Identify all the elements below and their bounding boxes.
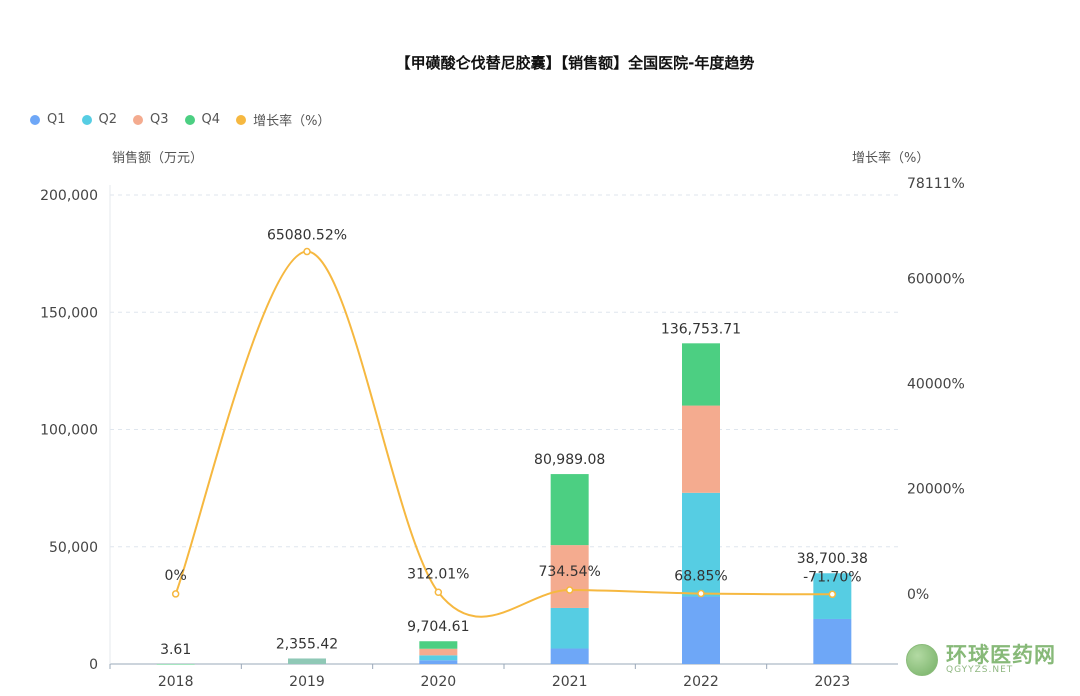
bar-q4-2019	[288, 658, 326, 664]
bar-q3-2021	[550, 545, 589, 608]
watermark-name: 环球医药网	[946, 643, 1056, 668]
right-axis-tick-label: 60000%	[907, 271, 965, 287]
bar-total-label: 3.61	[160, 642, 191, 658]
legend-item-growth-rate[interactable]: 增长率（%）	[236, 110, 330, 129]
legend-item-q1[interactable]: Q1	[30, 110, 66, 129]
watermark-url: QGYYZS.NET	[946, 665, 1014, 676]
left-axis-tick-label: 100,000	[40, 423, 98, 439]
bar-q1-2021	[550, 648, 589, 664]
bar-q1-2023	[813, 618, 852, 664]
watermark: 环球医药网 QGYYZS.NET	[906, 644, 1056, 676]
chart-title: 【甲磺酸仑伐替尼胶囊】【销售额】全国医院-年度趋势	[395, 54, 755, 72]
right-axis-tick-label: 0%	[907, 587, 929, 603]
watermark-text: 环球医药网 QGYYZS.NET	[946, 644, 1056, 675]
left-axis-title: 销售额（万元）	[112, 151, 204, 166]
left-axis-tick-label: 200,000	[40, 188, 98, 204]
bar-q4-2022	[682, 343, 720, 406]
bar-q2-2022	[682, 492, 720, 597]
bar-q3-2022	[682, 405, 720, 493]
growth-rate-point	[828, 590, 837, 599]
legend-item-q4[interactable]: Q4	[184, 110, 221, 129]
legend-label-q1: Q1	[47, 112, 66, 127]
bar-q4-2018	[156, 663, 195, 665]
growth-rate-label: 0%	[165, 568, 187, 584]
globe-logo-icon	[906, 644, 938, 676]
legend-item-q2[interactable]: Q2	[81, 110, 118, 129]
growth-rate-point	[434, 588, 443, 597]
growth-rate-label: 734.54%	[539, 564, 601, 580]
bar-q2-2020	[419, 655, 458, 661]
legend-label-q2: Q2	[98, 112, 118, 127]
growth-rate-label: 68.85%	[674, 569, 727, 585]
legend-label-q3: Q3	[150, 112, 169, 127]
legend-label-q4: Q4	[201, 112, 221, 127]
legend-label-growth-rate: 增长率（%）	[253, 114, 331, 129]
bar-total-label: 38,700.38	[797, 551, 868, 567]
growth-rate-label: 312.01%	[407, 566, 469, 582]
bar-q2-2021	[550, 607, 589, 649]
x-axis-tick-label: 2022	[683, 674, 719, 690]
growth-rate-label: 65080.52%	[267, 228, 347, 244]
growth-rate-point	[171, 590, 180, 598]
left-axis-tick-label: 0	[89, 657, 98, 673]
growth-rate-point	[565, 586, 574, 594]
bar-q4-2021	[550, 474, 589, 546]
bar-q4-2020	[419, 641, 458, 649]
growth-rate-point	[303, 247, 311, 256]
bar-q1-2022	[682, 596, 720, 664]
left-axis-tick-label: 50,000	[49, 540, 98, 556]
x-axis-tick-label: 2018	[158, 674, 194, 690]
growth-rate-line	[174, 250, 833, 618]
legend-dot-growth-rate	[236, 114, 247, 125]
bar-q3-2020	[419, 648, 458, 656]
bar-total-label: 136,753.71	[661, 321, 741, 337]
left-axis-tick-label: 150,000	[40, 305, 98, 321]
bar-total-label: 9,704.61	[407, 619, 469, 635]
right-axis-tick-label: 78111%	[907, 176, 965, 192]
growth-rate-label: -71.70%	[803, 569, 861, 585]
right-axis-tick-label: 20000%	[907, 482, 965, 498]
legend-dot-q4	[184, 114, 195, 125]
bar-q1-2020	[419, 660, 458, 664]
legend-item-q3[interactable]: Q3	[133, 110, 169, 129]
right-axis-title: 增长率（%）	[852, 151, 930, 166]
x-axis-tick-label: 2021	[552, 674, 588, 690]
chart-legend: Q1 Q2 Q3 Q4 增长率（%）	[30, 110, 330, 129]
legend-dot-q3	[133, 114, 144, 125]
legend-dot-q1	[30, 114, 40, 125]
bar-total-label: 80,989.08	[534, 452, 605, 468]
x-axis-tick-label: 2020	[421, 674, 457, 690]
bar-total-label: 2,355.42	[276, 636, 338, 652]
growth-rate-point	[697, 589, 705, 598]
x-axis-tick-label: 2019	[289, 674, 325, 690]
right-axis-tick-label: 40000%	[907, 376, 965, 392]
x-axis-tick-label: 2023	[815, 674, 851, 690]
legend-dot-q2	[81, 114, 92, 125]
